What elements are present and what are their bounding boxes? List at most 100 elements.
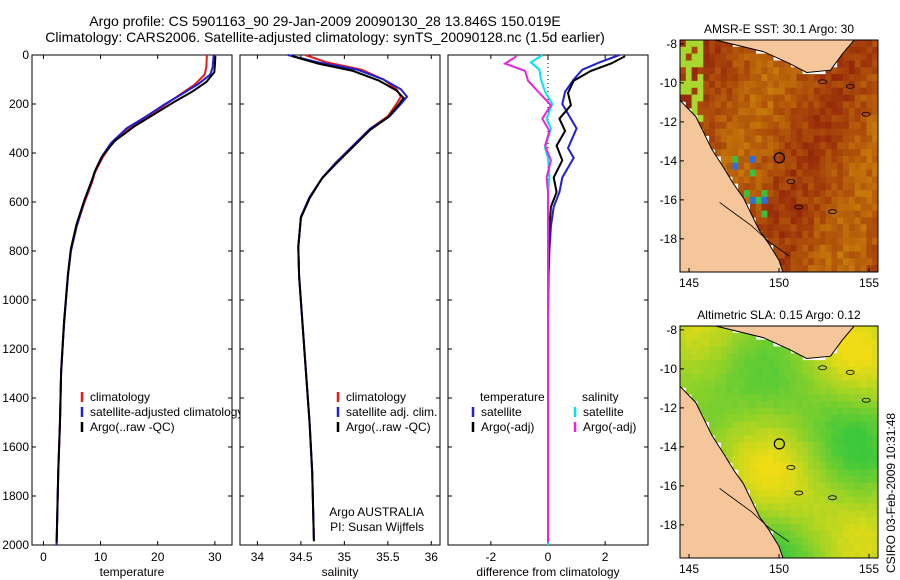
map-cell [848,183,856,191]
x-tick-label: 35.5 [376,550,400,564]
map-y-tick-label: -18 [660,232,678,246]
map-cell [709,353,716,361]
map-cell [784,435,791,443]
map-cell [866,87,873,95]
map-cell [848,489,856,497]
map-cell [848,380,856,388]
map-cell [819,496,826,504]
map-cell [685,366,692,375]
map-cell [767,224,774,232]
map-cell [691,46,698,54]
map-cell [767,135,774,143]
map-cell [796,551,803,559]
map-cell [819,469,826,477]
map-cell [848,162,856,170]
map-cell [860,476,867,484]
map-cell [796,176,803,184]
map-cell [860,203,867,211]
map-cell [691,94,698,102]
map-cell [749,332,757,340]
map-cell [790,231,797,239]
map-cell [744,462,751,470]
map-cell [703,40,710,48]
map-cell [709,421,716,429]
map-cell [685,380,692,388]
map-cell [831,387,838,395]
map-cell [854,210,861,218]
map-cell [860,142,867,150]
map-cell [755,407,762,416]
map-cell [819,224,826,232]
map-cell [819,108,826,116]
map-cell [744,190,751,198]
map-cell [854,176,861,184]
map-cell [848,455,856,463]
map-cell [779,523,786,532]
map-cell [848,401,856,409]
map-cell [790,156,797,164]
map-cell [761,360,768,368]
map-cell [848,190,856,198]
map-cell [813,428,821,436]
map-cell [697,387,704,395]
map-cell [761,224,768,232]
map-cell [843,489,850,497]
map-cell [819,544,826,552]
map-cell [866,373,873,381]
map-cell [779,87,786,95]
temperature-panel: 0 10 20 30temperature0200400600800100012001… [2,48,243,579]
map-cell [802,265,809,273]
map-cell [872,373,879,381]
map-cell [779,455,786,463]
map-cell [761,373,768,381]
map-cell [825,128,832,136]
map-cell [825,101,832,109]
map-cell [866,169,873,177]
map-cell [784,421,791,429]
map-cell [802,203,809,211]
map-cell [755,67,762,75]
map-cell [738,332,745,340]
map-cell [691,101,698,109]
map-cell [744,339,751,347]
map-cell [802,231,809,239]
map-cell [726,156,733,164]
map-cell [808,115,815,123]
map-cell [802,224,809,232]
map-cell [749,489,757,497]
map-cell [779,394,786,402]
map-cell [773,428,780,436]
argo-float-marker [773,152,785,164]
map-cell [860,74,867,82]
map-cell [738,360,745,368]
map-cell [796,448,803,456]
map-cell [808,231,815,239]
map-cell [866,435,873,443]
map-cell [825,265,832,273]
map-cell [749,482,757,491]
map-cell [703,366,710,375]
map-cell [837,530,844,538]
map-cell [744,353,751,361]
map-cell [744,373,751,381]
map-cell [767,360,774,368]
map-cell [837,366,844,375]
map-cell [744,442,751,450]
map-cell [831,94,838,102]
map-cell [808,183,815,191]
x-axis-label: salinity [322,565,359,579]
map-cell [813,87,821,95]
map-cell [848,523,856,532]
map-cell [779,373,786,381]
map-cell [837,87,844,95]
map-cell [831,414,838,422]
map-cell [685,332,692,340]
map-cell [843,537,850,545]
map-cell [685,353,692,361]
map-cell [714,401,722,409]
island-outline [861,111,871,117]
map-cell [831,190,838,198]
map-cell [714,346,722,354]
map-cell [790,503,797,511]
map-cell [831,80,838,89]
